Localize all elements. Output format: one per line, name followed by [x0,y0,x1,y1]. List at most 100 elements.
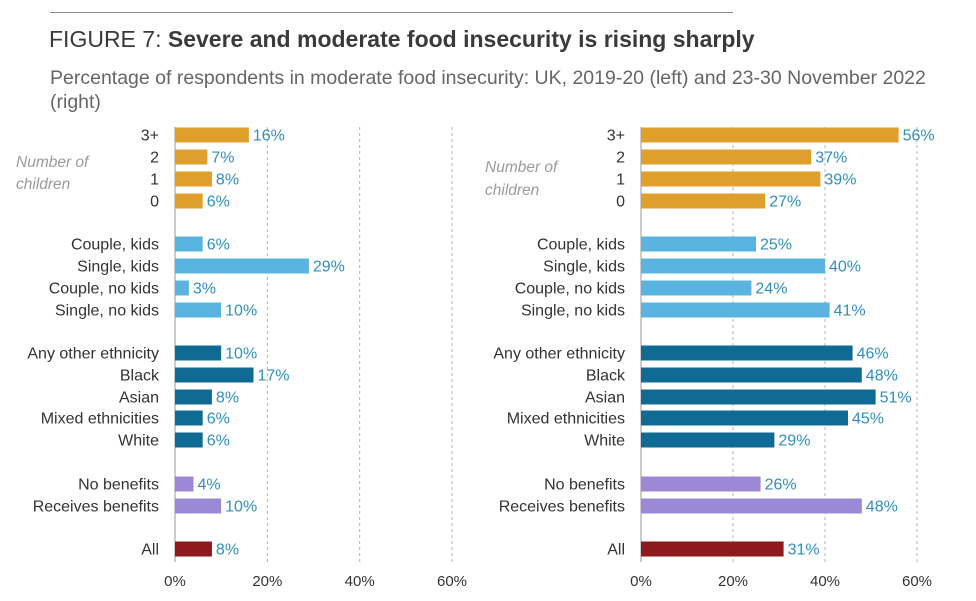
value-label: 29% [778,433,810,450]
value-label: 6% [207,194,230,211]
category-label: Receives benefits [499,499,625,516]
bar [175,149,208,165]
category-label: Black [586,368,626,385]
bar [175,193,203,209]
value-label: 27% [769,194,801,211]
bar [641,258,825,274]
value-label: 3% [193,281,216,298]
x-tick-label: 20% [718,573,748,590]
category-label: 1 [616,172,625,189]
value-label: 10% [225,346,257,363]
bar [641,193,766,209]
x-tick-label: 60% [437,573,467,590]
category-label: Couple, kids [537,237,625,254]
category-label: All [607,542,625,559]
bar [641,280,752,296]
bar [641,432,775,448]
group-annotation-line2: children [485,182,539,199]
category-label: 3+ [607,128,625,145]
category-label: All [141,542,159,559]
value-label: 39% [824,172,856,189]
value-label: 51% [880,390,912,407]
group-annotation-line1: Number of [485,159,559,176]
x-tick-label: 40% [345,573,375,590]
category-label: No benefits [78,477,159,494]
category-label: Mixed ethnicities [41,411,159,428]
x-tick-label: 0% [164,573,186,590]
bar [175,258,309,274]
category-label: Any other ethnicity [27,346,159,363]
bar [175,367,254,383]
value-label: 8% [216,172,239,189]
value-label: 26% [765,477,797,494]
value-label: 45% [852,411,884,428]
group-annotation-line1: Number of [16,154,90,171]
category-label: Black [120,368,160,385]
bar [641,171,821,187]
category-label: Any other ethnicity [493,346,625,363]
category-label: Single, no kids [521,303,625,320]
bar [641,345,853,361]
bar [175,171,212,187]
value-label: 6% [207,411,230,428]
bar [175,541,212,557]
value-label: 16% [253,128,285,145]
value-label: 31% [788,542,820,559]
category-label: Single, kids [77,259,159,276]
figure-subtitle: Percentage of respondents in moderate fo… [50,67,926,113]
bar [175,498,222,514]
bar [175,236,203,252]
bar [175,280,189,296]
category-label: White [118,433,159,450]
bar [175,345,222,361]
value-label: 48% [866,499,898,516]
x-tick-label: 60% [902,573,932,590]
value-label: 48% [866,368,898,385]
figure-title-text: Severe and moderate food insecurity is r… [167,26,755,52]
category-label: 1 [150,172,159,189]
group-annotation-line2: children [16,176,70,193]
value-label: 17% [257,368,289,385]
value-label: 40% [829,259,861,276]
category-label: Couple, kids [71,237,159,254]
bar [641,410,848,426]
category-label: Couple, no kids [49,281,159,298]
category-label: 2 [616,150,625,167]
category-label: Asian [119,390,159,407]
figure-title: FIGURE 7: Severe and moderate food insec… [49,26,755,53]
x-tick-label: 40% [810,573,840,590]
category-label: 0 [616,194,625,211]
category-label: White [584,433,625,450]
bar [641,149,812,165]
value-label: 29% [313,259,345,276]
value-label: 6% [207,237,230,254]
value-label: 24% [755,281,787,298]
value-label: 46% [857,346,889,363]
value-label: 10% [225,303,257,320]
bar [641,541,784,557]
bar [175,432,203,448]
bar [641,498,862,514]
category-label: Single, kids [543,259,625,276]
bar [641,127,899,143]
bar [641,236,756,252]
category-label: Couple, no kids [515,281,625,298]
category-label: 0 [150,194,159,211]
value-label: 4% [197,477,220,494]
value-label: 7% [211,150,234,167]
bar [175,476,194,492]
value-label: 8% [216,542,239,559]
value-label: 6% [207,433,230,450]
category-label: 2 [150,150,159,167]
category-label: Single, no kids [55,303,159,320]
bar [641,302,830,318]
value-label: 56% [903,128,935,145]
value-label: 10% [225,499,257,516]
category-label: 3+ [141,128,159,145]
category-label: Asian [585,390,625,407]
bar [175,410,203,426]
bar [175,302,222,318]
bar [641,476,761,492]
bar [175,389,212,405]
